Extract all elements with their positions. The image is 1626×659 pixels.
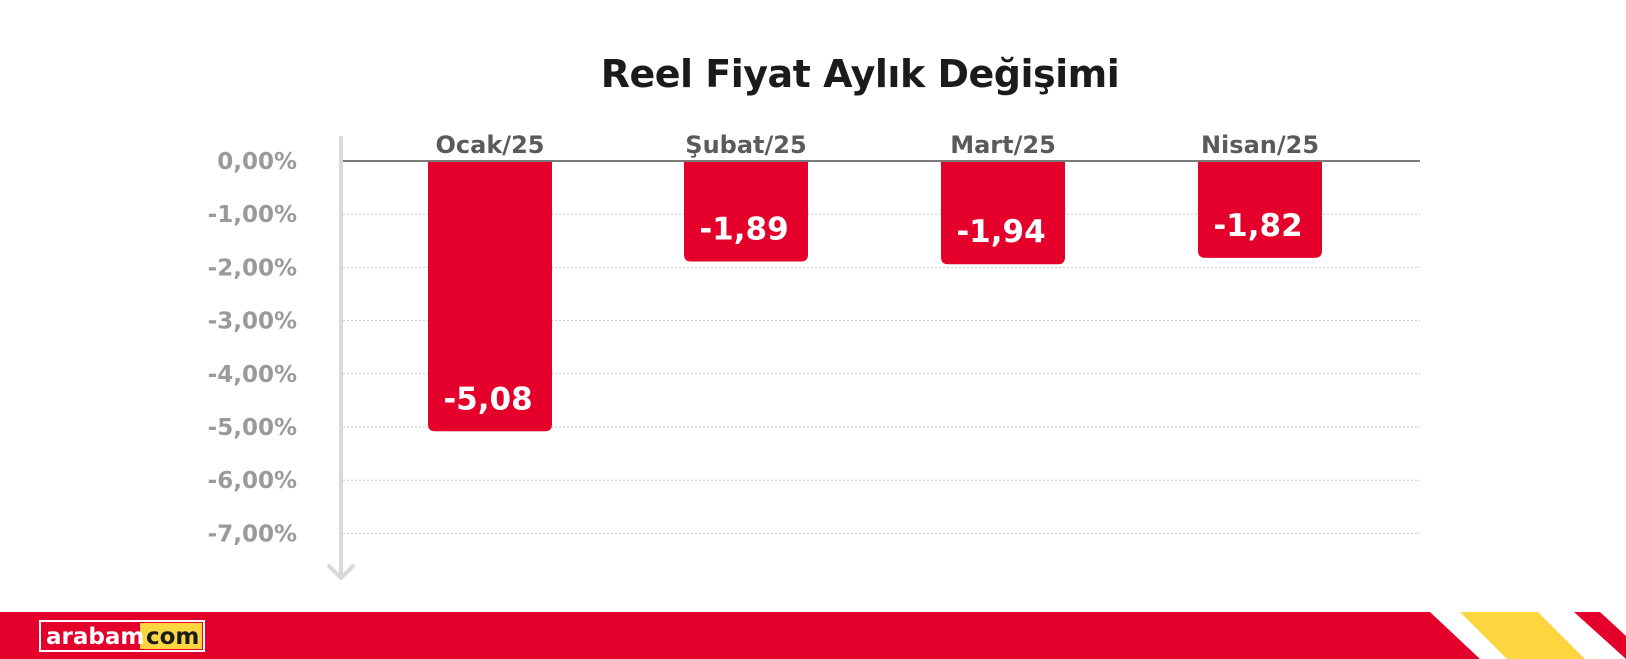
footer-band	[0, 612, 1626, 659]
logo-text-left: arabam	[46, 624, 144, 650]
value-label: -1,82	[1213, 208, 1302, 244]
y-axis-arrow	[327, 136, 355, 580]
y-tick-label: 0,00%	[217, 149, 297, 175]
bar	[428, 161, 552, 432]
y-axis-tick-labels: 0,00% -1,00% -2,00% -3,00% -4,00% -5,00% -6,00…	[208, 149, 297, 547]
bar	[941, 161, 1065, 265]
value-label: -5,08	[443, 381, 532, 417]
y-tick-label: -5,00%	[208, 415, 297, 441]
y-tick-label: -1,00%	[208, 202, 297, 228]
value-label: -1,94	[956, 214, 1045, 250]
value-label: -1,89	[699, 212, 788, 248]
footer-red-stripe	[1538, 612, 1626, 659]
bar	[684, 161, 808, 262]
y-tick-label: -7,00%	[208, 521, 297, 547]
category-label: Şubat/25	[685, 131, 806, 159]
value-labels: -5,08 -1,89 -1,94 -1,82	[443, 208, 1302, 417]
bar	[1198, 161, 1322, 258]
logo-text-right: com	[146, 624, 199, 650]
y-tick-label: -4,00%	[208, 362, 297, 388]
footer-yellow-stripe	[1460, 612, 1585, 659]
category-label: Ocak/25	[436, 131, 545, 159]
category-label: Nisan/25	[1201, 131, 1319, 159]
y-tick-label: -2,00%	[208, 255, 297, 281]
arabam-logo: arabam com	[39, 620, 205, 652]
bars	[428, 161, 1322, 432]
footer-red-band	[0, 612, 1480, 659]
y-tick-label: -6,00%	[208, 468, 297, 494]
chart-title: Reel Fiyat Aylık Değişimi	[601, 52, 1120, 96]
y-tick-label: -3,00%	[208, 309, 297, 335]
category-label: Mart/25	[950, 131, 1056, 159]
category-labels: Ocak/25 Şubat/25 Mart/25 Nisan/25	[436, 131, 1320, 159]
footer-red-stripe-2	[1574, 612, 1626, 659]
